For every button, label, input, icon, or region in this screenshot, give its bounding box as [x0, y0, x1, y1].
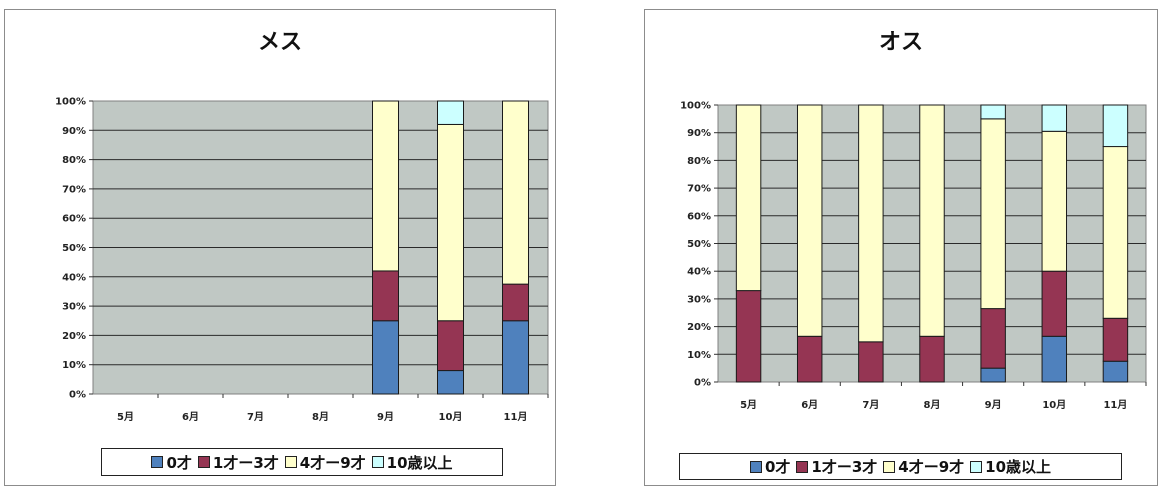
legend-swatch: [970, 460, 983, 473]
legend-label: 0才: [166, 453, 192, 472]
bar-segment-series0-cat6: [1102, 360, 1129, 383]
legend-label: 1才ー3才: [212, 453, 279, 472]
bar-segment-series2-cat4: [980, 118, 1006, 310]
legend-swatch: [883, 460, 896, 473]
bar-segment-series2-cat6: [1102, 146, 1129, 319]
legend-item: 1才ー3才: [197, 452, 279, 473]
legend-swatch: [749, 460, 762, 473]
x-tick-label: 6月: [182, 411, 199, 423]
y-tick-label: 100%: [55, 97, 86, 108]
x-tick-label: 10月: [439, 411, 463, 423]
y-tick-label: 20%: [687, 322, 711, 333]
y-tick-label: 80%: [687, 156, 711, 167]
bar-segment-series1-cat0: [735, 290, 762, 383]
legend-label: 10歳以上: [386, 453, 453, 472]
legend-label: 0才: [764, 458, 791, 476]
bar-segment-series2-cat6: [502, 100, 529, 285]
bar-segment-series0-cat4: [980, 367, 1006, 383]
bar-segment-series2-cat0: [735, 104, 762, 292]
x-tick-label: 8月: [924, 399, 941, 411]
legend-swatch: [151, 456, 164, 468]
bar-segment-series0-cat6: [502, 320, 529, 395]
legend-label: 10歳以上: [985, 458, 1052, 476]
legend-item: 1才ー3才: [796, 456, 877, 477]
x-tick-label: 7月: [247, 411, 264, 423]
legend-item: 4才ー9才: [284, 452, 366, 473]
y-tick-label: 90%: [62, 126, 86, 137]
legend-item: 10歳以上: [970, 456, 1051, 477]
legend-swatch: [796, 460, 809, 473]
male-chart-panel: オス 0% 10% 20% 30% 40% 50% 60% 70% 80% 90% 100% 5月 6月…: [644, 9, 1158, 486]
y-tick-label: 0%: [69, 390, 86, 401]
x-tick-label: 7月: [862, 399, 879, 411]
x-tick-label: 5月: [117, 411, 134, 423]
bar-segment-series1-cat4: [980, 308, 1006, 369]
legend-female: 0才 1才ー3才 4才ー9才 10歳以上: [101, 448, 503, 476]
y-tick-label: 90%: [687, 128, 711, 139]
legend-label: 4才ー9才: [299, 453, 366, 472]
bar-segment-series1-cat3: [919, 335, 945, 383]
y-tick-label: 50%: [62, 243, 86, 254]
bar-segment-series1-cat5: [1041, 270, 1068, 337]
bar-segment-series0-cat5: [1041, 335, 1068, 383]
bar-segment-series1-cat6: [1102, 317, 1129, 362]
y-tick-label: 80%: [62, 155, 86, 166]
bar-segment-series1-cat1: [796, 335, 823, 383]
y-tick-label: 20%: [62, 331, 86, 342]
bar-segment-series3-cat5: [1041, 104, 1068, 132]
legend-swatch: [371, 456, 384, 468]
y-tick-label: 30%: [62, 302, 86, 313]
legend-label: 1才ー3才: [811, 458, 878, 476]
bar-segment-series2-cat5: [437, 123, 464, 322]
x-tick-label: 11月: [504, 411, 528, 423]
legend-male: 0才 1才ー3才 4才ー9才 10歳以上: [679, 453, 1122, 480]
legend-item: 0才: [151, 452, 192, 473]
x-tick-label: 9月: [985, 399, 1002, 411]
bar-segment-series2-cat5: [1041, 130, 1068, 272]
legend-item: 10歳以上: [371, 452, 453, 473]
x-tick-label: 11月: [1103, 399, 1127, 411]
legend-swatch: [284, 456, 297, 468]
y-tick-label: 0%: [694, 378, 711, 389]
x-tick-label: 9月: [377, 411, 394, 423]
bar-segment-series3-cat4: [980, 104, 1006, 120]
y-tick-label: 50%: [687, 239, 711, 250]
legend-label: 4才ー9才: [898, 458, 965, 476]
bar-segment-series2-cat2: [858, 104, 884, 343]
bar-segment-series2-cat1: [796, 104, 823, 337]
bar-segment-series3-cat5: [437, 100, 464, 125]
x-tick-label: 8月: [312, 411, 329, 423]
x-tick-label: 6月: [801, 399, 818, 411]
legend-item: 4才ー9才: [883, 456, 964, 477]
legend-swatch: [197, 456, 210, 468]
bar-segment-series2-cat3: [919, 104, 945, 337]
chart-title-male: オス: [878, 30, 923, 55]
bar-segment-series1-cat6: [502, 283, 529, 322]
bar-segment-series1-cat5: [437, 320, 464, 372]
y-tick-label: 30%: [687, 294, 711, 305]
y-tick-label: 10%: [687, 350, 711, 361]
bar-segment-series1-cat4: [372, 270, 399, 322]
bar-segment-series2-cat4: [372, 100, 399, 272]
y-tick-label: 70%: [62, 184, 86, 195]
bar-segment-series0-cat4: [372, 320, 399, 395]
x-tick-label: 10月: [1042, 399, 1066, 411]
legend-item: 0才: [749, 456, 791, 477]
y-tick-label: 10%: [62, 360, 86, 371]
female-stacked-bar-chart: 0% 10% 20% 30% 40% 50% 60% 70% 80% 90% 100% 5月 6月 7月 8…: [55, 97, 549, 423]
y-tick-label: 60%: [687, 211, 711, 222]
female-chart-panel: メス 0% 10% 20% 30% 40% 50% 60% 70% 80% 90% 100% 5月 6月…: [4, 9, 556, 486]
bar-segment-series1-cat2: [858, 341, 884, 383]
y-tick-label: 40%: [687, 267, 711, 278]
chart-title-female: メス: [257, 30, 302, 55]
male-stacked-bar-chart: 0% 10% 20% 30% 40% 50% 60% 70% 80% 90% 100% 5月 6月 7月 8…: [680, 101, 1147, 411]
bar-segment-series3-cat6: [1102, 104, 1129, 148]
x-tick-label: 5月: [740, 399, 757, 411]
y-tick-label: 60%: [62, 214, 86, 225]
bar-segment-series0-cat5: [437, 370, 464, 395]
y-tick-label: 40%: [62, 272, 86, 283]
y-tick-label: 70%: [687, 184, 711, 195]
y-tick-label: 100%: [680, 101, 711, 112]
